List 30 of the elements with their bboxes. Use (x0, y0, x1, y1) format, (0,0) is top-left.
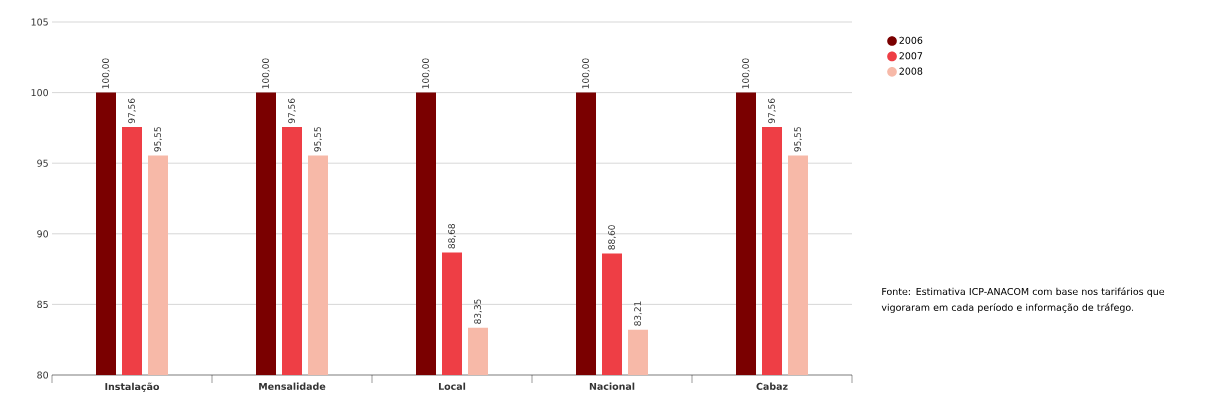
data-label: 97,56 (128, 98, 136, 124)
data-label: 95,55 (154, 127, 162, 152)
data-label: 100,00 (102, 58, 110, 89)
data-label: 88,68 (448, 224, 456, 249)
y-tick-label: 80 (37, 371, 49, 379)
data-label: 100,00 (422, 58, 430, 89)
y-tick-label: 105 (31, 18, 48, 26)
x-tick-label: Nacional (589, 382, 635, 390)
y-tick-label: 85 (37, 300, 48, 308)
data-label: 95,55 (794, 127, 802, 152)
data-label: 83,35 (474, 299, 482, 324)
data-label: 88,60 (608, 225, 616, 250)
y-tick-label: 95 (37, 159, 48, 167)
data-label: 100,00 (742, 58, 750, 89)
legend-label: 2008 (899, 67, 923, 75)
x-tick-label: Mensalidade (259, 382, 326, 390)
legend-label: 2007 (899, 52, 923, 60)
x-tick-label: Local (438, 382, 466, 390)
x-tick-label: Instalação (105, 382, 160, 392)
data-label: 95,55 (314, 127, 322, 152)
data-label: 100,00 (262, 58, 270, 89)
y-tick-label: 90 (37, 230, 49, 238)
data-label: 97,56 (288, 98, 296, 124)
y-tick-label: 100 (31, 89, 49, 97)
data-label: 100,00 (582, 58, 590, 89)
x-tick-label: Cabaz (756, 382, 788, 390)
legend-label: 2006 (899, 36, 923, 44)
source-note: Fonte: Estimativa ICP-ANACOM com base nos tarifários que vigoraram em cada período e informação de tráfego. (881, 287, 1165, 313)
data-label: 97,56 (768, 98, 776, 124)
data-label: 83,21 (634, 301, 642, 326)
